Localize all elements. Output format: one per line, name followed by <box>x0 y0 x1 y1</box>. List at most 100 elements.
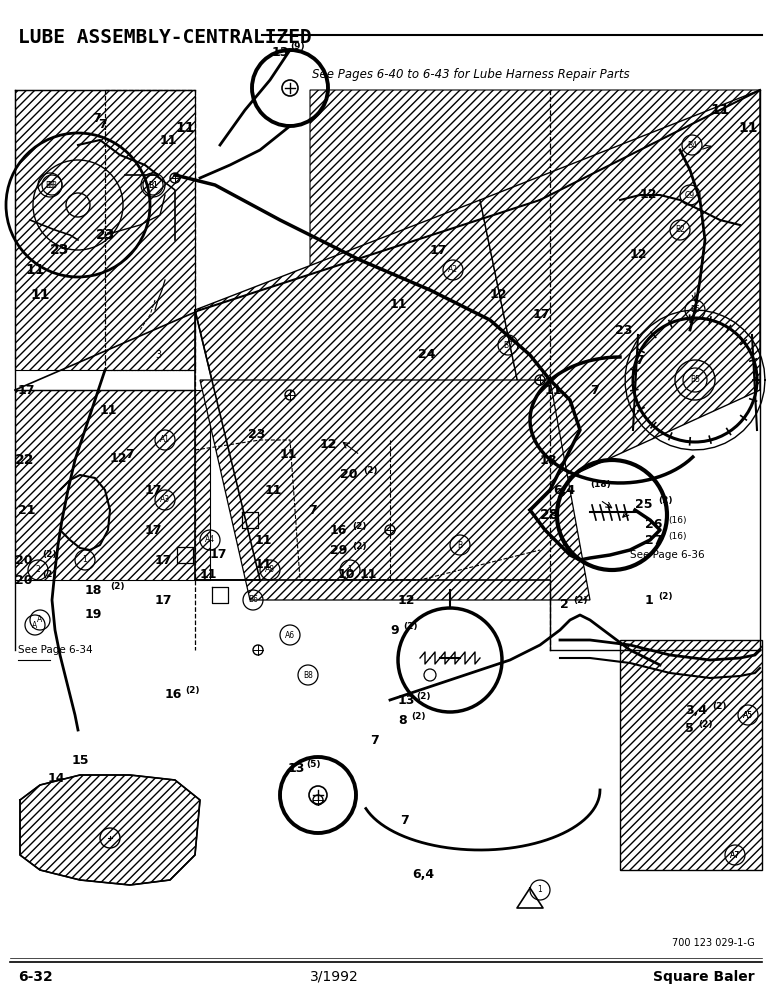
Text: 12: 12 <box>640 188 658 202</box>
Polygon shape <box>310 90 760 290</box>
Text: 23: 23 <box>50 243 69 257</box>
Text: 11: 11 <box>280 448 297 462</box>
Text: 16: 16 <box>165 688 182 702</box>
Text: 27: 27 <box>645 534 662 546</box>
Text: A: A <box>32 620 38 630</box>
Text: C9: C9 <box>685 190 695 200</box>
Text: 6,4: 6,4 <box>412 868 434 882</box>
Text: 11: 11 <box>175 121 195 135</box>
Text: 7: 7 <box>125 448 134 462</box>
Text: 7: 7 <box>370 734 379 746</box>
Text: 11: 11 <box>390 298 408 312</box>
Text: 17: 17 <box>155 554 172 566</box>
Text: (2): (2) <box>658 591 672 600</box>
Text: (2): (2) <box>403 621 418 631</box>
Text: 23: 23 <box>96 228 115 242</box>
Text: 22: 22 <box>15 453 35 467</box>
Text: B1: B1 <box>148 180 158 190</box>
Text: 12: 12 <box>110 452 127 464</box>
Text: Square Baler: Square Baler <box>653 970 755 984</box>
Polygon shape <box>15 90 195 370</box>
Text: B8: B8 <box>303 670 313 680</box>
Polygon shape <box>620 640 762 870</box>
Text: 1: 1 <box>83 556 87 564</box>
Text: 1: 1 <box>537 886 543 894</box>
Text: 11: 11 <box>25 263 45 277</box>
Text: 13: 13 <box>272 45 290 58</box>
Polygon shape <box>195 200 540 580</box>
Text: (2): (2) <box>411 712 425 720</box>
Text: 7: 7 <box>635 354 644 366</box>
Text: 15: 15 <box>72 754 90 766</box>
Text: A6: A6 <box>285 631 295 640</box>
Text: 3: 3 <box>155 350 161 360</box>
Text: 20: 20 <box>340 468 357 482</box>
Text: A5: A5 <box>743 710 753 720</box>
Text: B7: B7 <box>503 340 513 350</box>
Text: 11: 11 <box>738 121 757 135</box>
Text: 11: 11 <box>255 558 273 572</box>
Text: (16): (16) <box>668 532 686 540</box>
Text: 17: 17 <box>155 593 172 606</box>
Text: 2: 2 <box>560 598 569 611</box>
Text: 23: 23 <box>248 428 266 442</box>
Text: 11: 11 <box>360 568 378 582</box>
Text: 17: 17 <box>145 484 162 496</box>
Text: 12: 12 <box>630 248 648 261</box>
Text: 8: 8 <box>398 714 407 726</box>
Text: 11: 11 <box>255 534 273 546</box>
Text: A7: A7 <box>730 850 740 859</box>
Text: (9): (9) <box>290 42 305 51</box>
Text: B5: B5 <box>690 306 700 314</box>
Text: (2): (2) <box>352 542 367 550</box>
Text: 19: 19 <box>85 608 103 621</box>
Text: 13: 13 <box>398 694 415 706</box>
Text: 2: 2 <box>36 566 40 574</box>
Text: 18: 18 <box>540 454 557 466</box>
Polygon shape <box>20 775 200 885</box>
Text: 12: 12 <box>490 288 507 302</box>
Text: 14: 14 <box>48 772 66 784</box>
Text: (2): (2) <box>42 550 56 560</box>
Text: 12: 12 <box>398 593 415 606</box>
Text: (2): (2) <box>110 582 124 590</box>
Text: 11: 11 <box>710 103 730 117</box>
Text: 700 123 029-1-G: 700 123 029-1-G <box>672 938 755 948</box>
Text: 17: 17 <box>430 243 448 256</box>
Text: 11: 11 <box>265 484 283 496</box>
Text: 29: 29 <box>330 544 347 556</box>
Text: 6-32: 6-32 <box>18 970 52 984</box>
Text: See Page 6-34: See Page 6-34 <box>18 645 93 655</box>
Text: 26: 26 <box>645 518 662 532</box>
Text: (2): (2) <box>416 692 431 700</box>
Text: 7: 7 <box>590 383 599 396</box>
Text: 7: 7 <box>98 118 107 131</box>
Text: B5: B5 <box>690 375 700 384</box>
Text: (2): (2) <box>658 496 672 506</box>
Text: A4: A4 <box>205 536 215 544</box>
Text: 9: 9 <box>390 624 398 637</box>
Text: 7: 7 <box>400 814 408 826</box>
Text: 3,4: 3,4 <box>685 704 707 716</box>
Text: 11: 11 <box>100 403 117 416</box>
Text: B1: B1 <box>148 180 158 190</box>
Text: 6,4: 6,4 <box>553 484 575 496</box>
Text: 16: 16 <box>330 524 347 536</box>
Text: (2): (2) <box>712 702 726 710</box>
Text: B3: B3 <box>47 180 57 190</box>
Polygon shape <box>480 90 760 490</box>
Text: B3: B3 <box>45 180 55 190</box>
Text: 20: 20 <box>15 554 32 566</box>
Text: 23: 23 <box>615 324 632 336</box>
Text: B6: B6 <box>248 595 258 604</box>
Text: 17: 17 <box>145 524 162 536</box>
Text: 25: 25 <box>635 498 652 512</box>
Text: (2): (2) <box>698 720 713 728</box>
Text: 3/1992: 3/1992 <box>310 970 359 984</box>
Polygon shape <box>200 380 590 600</box>
Text: 17: 17 <box>210 548 228 562</box>
Text: 1: 1 <box>347 566 352 574</box>
Text: 18: 18 <box>85 584 103 596</box>
Text: 11: 11 <box>160 133 178 146</box>
Text: (2): (2) <box>185 686 199 696</box>
